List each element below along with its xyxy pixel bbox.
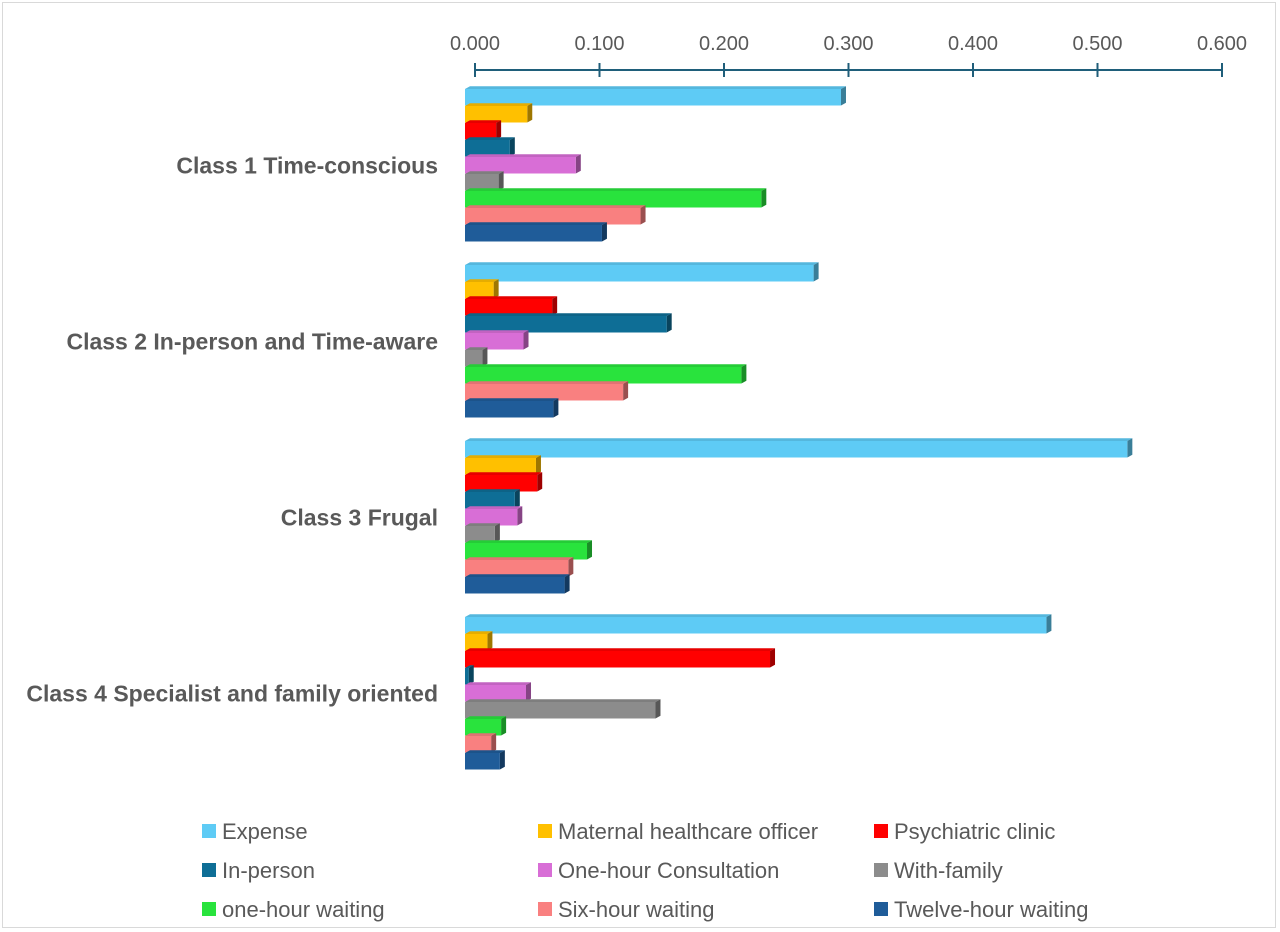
legend-label: One-hour Consultation [558, 858, 779, 883]
x-tick-label: 0.100 [574, 33, 624, 55]
bar [465, 262, 819, 282]
bar [465, 120, 502, 140]
bar [465, 313, 672, 333]
legend-swatch [202, 902, 216, 916]
legend-swatch [874, 902, 888, 916]
bar [465, 648, 776, 668]
bar [465, 279, 499, 299]
bars [465, 86, 1133, 770]
category-label: Class 1 Time-conscious [176, 153, 438, 179]
bar [465, 381, 629, 401]
bar [465, 296, 558, 316]
legend-item: Expense [202, 819, 308, 844]
x-tick-label: 0.200 [699, 33, 749, 55]
x-tick-label: 0.400 [948, 33, 998, 55]
bar [465, 222, 607, 242]
bar [465, 733, 497, 753]
legend-label: Six-hour waiting [558, 897, 715, 922]
bar [465, 103, 533, 123]
bar [465, 364, 747, 384]
bar [465, 154, 581, 174]
legend-swatch [202, 824, 216, 838]
legend-label: one-hour waiting [222, 897, 385, 922]
legend-swatch [874, 824, 888, 838]
bar [465, 557, 574, 577]
bar [465, 665, 474, 685]
x-tick-label: 0.000 [450, 33, 500, 55]
bar [465, 398, 559, 418]
legend-label: With-family [894, 858, 1003, 883]
bar [465, 716, 507, 736]
bar [465, 86, 846, 106]
bar [465, 188, 767, 208]
legend-swatch [202, 863, 216, 877]
bar [465, 523, 500, 543]
bar [465, 205, 646, 225]
legend-item: In-person [202, 858, 315, 883]
x-tick-label: 0.300 [823, 33, 873, 55]
legend-item: One-hour Consultation [538, 858, 779, 883]
legend-item: With-family [874, 858, 1003, 883]
category-label: Class 4 Specialist and family oriented [26, 681, 438, 707]
legend-swatch [538, 863, 552, 877]
x-tick-label: 0.500 [1072, 33, 1122, 55]
bar [465, 330, 529, 350]
bar [465, 137, 515, 157]
legend-item: one-hour waiting [202, 897, 385, 922]
bar [465, 699, 661, 719]
bar [465, 682, 532, 702]
bar [465, 171, 504, 191]
legend: Expense Maternal healthcare officer Psychi… [202, 819, 1088, 922]
legend-item: Six-hour waiting [538, 897, 715, 922]
x-axis: 0.000 0.100 0.200 0.300 0.400 0.500 0.600 [450, 33, 1247, 77]
legend-item: Maternal healthcare officer [538, 819, 818, 844]
bar [465, 489, 520, 509]
legend-label: Psychiatric clinic [894, 819, 1055, 844]
bar [465, 472, 543, 492]
x-tick-label: 0.600 [1197, 33, 1247, 55]
bar [465, 455, 541, 475]
legend-label: Maternal healthcare officer [558, 819, 818, 844]
category-label: Class 3 Frugal [281, 505, 438, 531]
bar [465, 614, 1052, 634]
bar [465, 347, 488, 367]
legend-label: Expense [222, 819, 308, 844]
legend-swatch [538, 824, 552, 838]
bar [465, 574, 570, 594]
legend-item: Twelve-hour waiting [874, 897, 1088, 922]
category-label: Class 2 In-person and Time-aware [66, 329, 438, 355]
legend-swatch [538, 902, 552, 916]
bar [465, 631, 493, 651]
bar [465, 540, 593, 560]
legend-swatch [874, 863, 888, 877]
category-labels: Class 1 Time-conscious Class 2 In-person … [26, 153, 438, 707]
bar [465, 506, 523, 526]
legend-label: In-person [222, 858, 315, 883]
bar [465, 750, 505, 770]
legend-label: Twelve-hour waiting [894, 897, 1088, 922]
bar [465, 438, 1133, 458]
legend-item: Psychiatric clinic [874, 819, 1055, 844]
